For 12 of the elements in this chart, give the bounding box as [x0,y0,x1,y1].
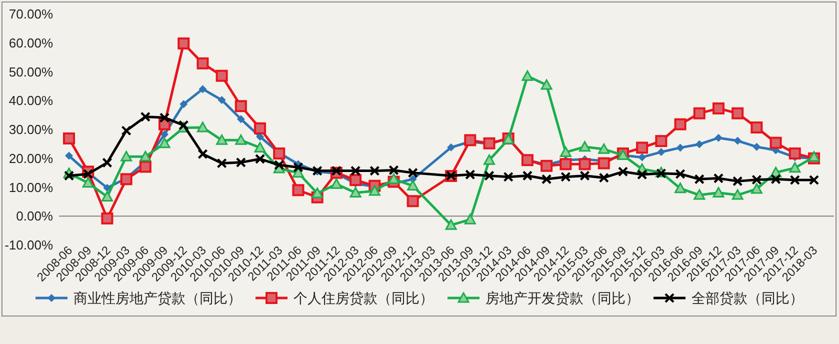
y-tick-label: 50.00% [8,64,54,80]
legend-label: 房地产开发贷款（同比） [486,290,640,306]
legend-label: 全部贷款（同比） [692,290,804,306]
y-tick-label: 0.00% [16,208,54,224]
y-tick-label: 70.00% [8,6,54,22]
y-tick-label: 40.00% [8,93,54,108]
legend-label: 个人住房贷款（同比） [294,290,434,306]
y-tick-label: 10.00% [8,180,54,195]
y-tick-label: 60.00% [8,35,54,50]
legend-label: 商业性房地产贷款（同比） [74,290,242,306]
y-tick-label: 30.00% [8,122,54,137]
y-tick-label: 20.00% [8,150,54,166]
